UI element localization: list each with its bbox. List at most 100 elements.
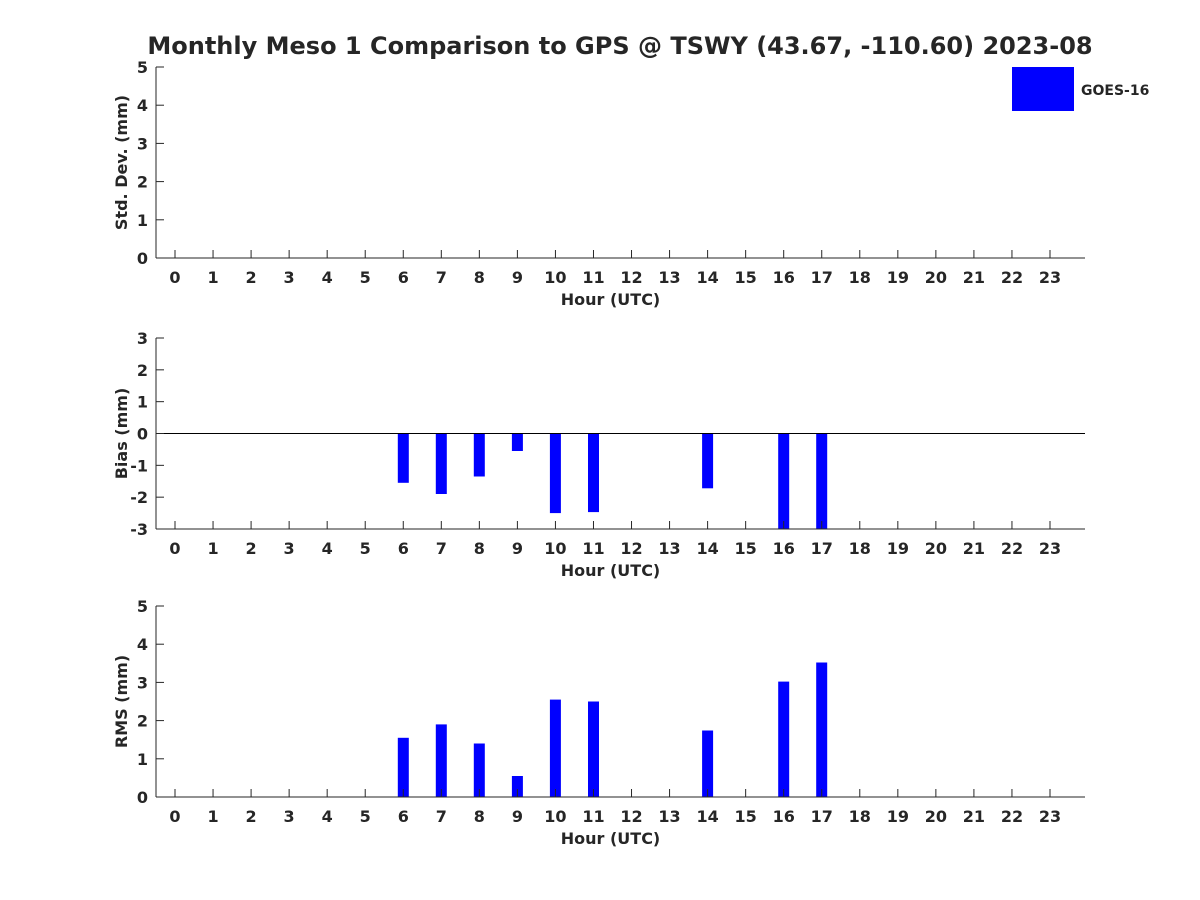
bar (511, 433, 523, 451)
x-tick-label: 14 (696, 268, 718, 287)
y-tick-label: 5 (137, 58, 148, 77)
x-tick-label: 21 (963, 807, 985, 826)
bar (473, 433, 485, 477)
y-tick-label: 3 (137, 134, 148, 153)
y-axis-label: Bias (mm) (112, 388, 131, 480)
y-tick-label: 0 (137, 425, 148, 444)
x-tick-label: 4 (322, 268, 333, 287)
bar (549, 699, 561, 797)
x-tick-label: 16 (773, 539, 795, 558)
x-tick-label: 10 (544, 268, 566, 287)
x-tick-label: 6 (398, 539, 409, 558)
x-tick-label: 5 (360, 268, 371, 287)
x-tick-label: 7 (436, 807, 447, 826)
x-tick-label: 2 (246, 539, 257, 558)
y-tick-label: 0 (137, 249, 148, 268)
x-tick-label: 7 (436, 268, 447, 287)
bar (549, 433, 561, 514)
x-tick-label: 8 (474, 807, 485, 826)
y-tick-label: 2 (137, 173, 148, 192)
y-tick-label: 0 (137, 788, 148, 807)
x-tick-label: 18 (849, 268, 871, 287)
x-tick-label: 15 (735, 268, 757, 287)
x-tick-label: 17 (811, 807, 833, 826)
x-tick-label: 13 (658, 268, 680, 287)
x-tick-label: 19 (887, 807, 909, 826)
bar (702, 730, 714, 797)
y-tick-label: -3 (130, 520, 148, 539)
x-tick-label: 9 (512, 539, 523, 558)
y-tick-label: 2 (137, 361, 148, 380)
y-tick-label: -2 (130, 488, 148, 507)
y-tick-label: 5 (137, 597, 148, 616)
x-tick-label: 3 (284, 807, 295, 826)
x-tick-label: 8 (474, 268, 485, 287)
x-tick-label: 11 (582, 539, 604, 558)
x-tick-label: 4 (322, 807, 333, 826)
x-tick-label: 12 (620, 268, 642, 287)
x-tick-label: 2 (246, 807, 257, 826)
bar (511, 776, 523, 797)
x-tick-label: 2 (246, 268, 257, 287)
x-tick-label: 9 (512, 268, 523, 287)
x-tick-label: 17 (811, 539, 833, 558)
x-tick-label: 12 (620, 807, 642, 826)
x-tick-label: 5 (360, 539, 371, 558)
x-axis-label: Hour (UTC) (561, 829, 661, 848)
x-tick-label: 21 (963, 268, 985, 287)
bar (397, 737, 409, 797)
bar (473, 743, 485, 797)
x-tick-label: 0 (169, 268, 180, 287)
x-tick-label: 14 (696, 539, 718, 558)
x-tick-label: 16 (773, 268, 795, 287)
x-tick-label: 3 (284, 268, 295, 287)
x-tick-label: 19 (887, 539, 909, 558)
x-tick-label: 20 (925, 807, 947, 826)
x-tick-label: 0 (169, 807, 180, 826)
x-tick-label: 20 (925, 539, 947, 558)
bar (435, 433, 447, 494)
x-tick-label: 9 (512, 807, 523, 826)
x-tick-label: 19 (887, 268, 909, 287)
x-tick-label: 0 (169, 539, 180, 558)
y-tick-label: 3 (137, 673, 148, 692)
x-tick-label: 17 (811, 268, 833, 287)
y-tick-label: 4 (137, 96, 148, 115)
x-tick-label: 11 (582, 268, 604, 287)
bar (778, 433, 790, 529)
x-tick-label: 20 (925, 268, 947, 287)
x-tick-label: 23 (1039, 539, 1061, 558)
x-tick-label: 16 (773, 807, 795, 826)
x-tick-label: 23 (1039, 807, 1061, 826)
bar (816, 433, 828, 529)
y-tick-label: 4 (137, 635, 148, 654)
x-tick-label: 1 (207, 807, 218, 826)
x-axis-label: Hour (UTC) (561, 290, 661, 309)
y-tick-label: 1 (137, 393, 148, 412)
y-tick-label: 1 (137, 750, 148, 769)
x-tick-label: 22 (1001, 268, 1023, 287)
bar (816, 662, 828, 797)
x-tick-label: 18 (849, 807, 871, 826)
bar (397, 433, 409, 483)
y-axis-label: Std. Dev. (mm) (112, 95, 131, 230)
y-axis-label: RMS (mm) (112, 655, 131, 748)
x-tick-label: 10 (544, 539, 566, 558)
y-tick-label: 1 (137, 211, 148, 230)
x-tick-label: 13 (658, 539, 680, 558)
x-tick-label: 15 (735, 807, 757, 826)
chart-title: Monthly Meso 1 Comparison to GPS @ TSWY … (147, 32, 1092, 60)
bar (588, 701, 599, 797)
x-tick-label: 13 (658, 807, 680, 826)
legend-swatch (1012, 67, 1074, 111)
x-tick-label: 21 (963, 539, 985, 558)
x-tick-label: 5 (360, 807, 371, 826)
x-axis-label: Hour (UTC) (561, 561, 661, 580)
x-tick-label: 6 (398, 807, 409, 826)
x-tick-label: 6 (398, 268, 409, 287)
bar (778, 681, 790, 797)
